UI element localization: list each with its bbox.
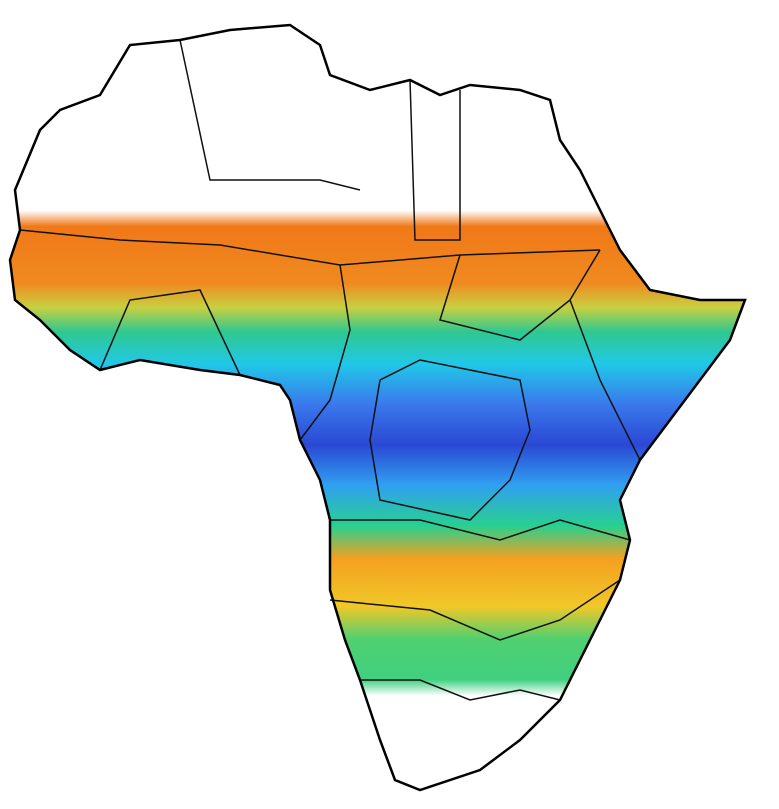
border: [329, 579, 621, 641]
border: [330, 519, 631, 541]
border: [299, 264, 351, 441]
border: [369, 359, 531, 521]
border: [439, 249, 601, 341]
border: [569, 299, 641, 461]
border: [409, 79, 461, 241]
coastline: [8, 23, 747, 792]
border: [19, 229, 601, 266]
desert-area: [10, 150, 745, 210]
border: [99, 289, 241, 376]
border: [179, 39, 361, 191]
border: [360, 679, 561, 701]
borders: [19, 39, 641, 701]
